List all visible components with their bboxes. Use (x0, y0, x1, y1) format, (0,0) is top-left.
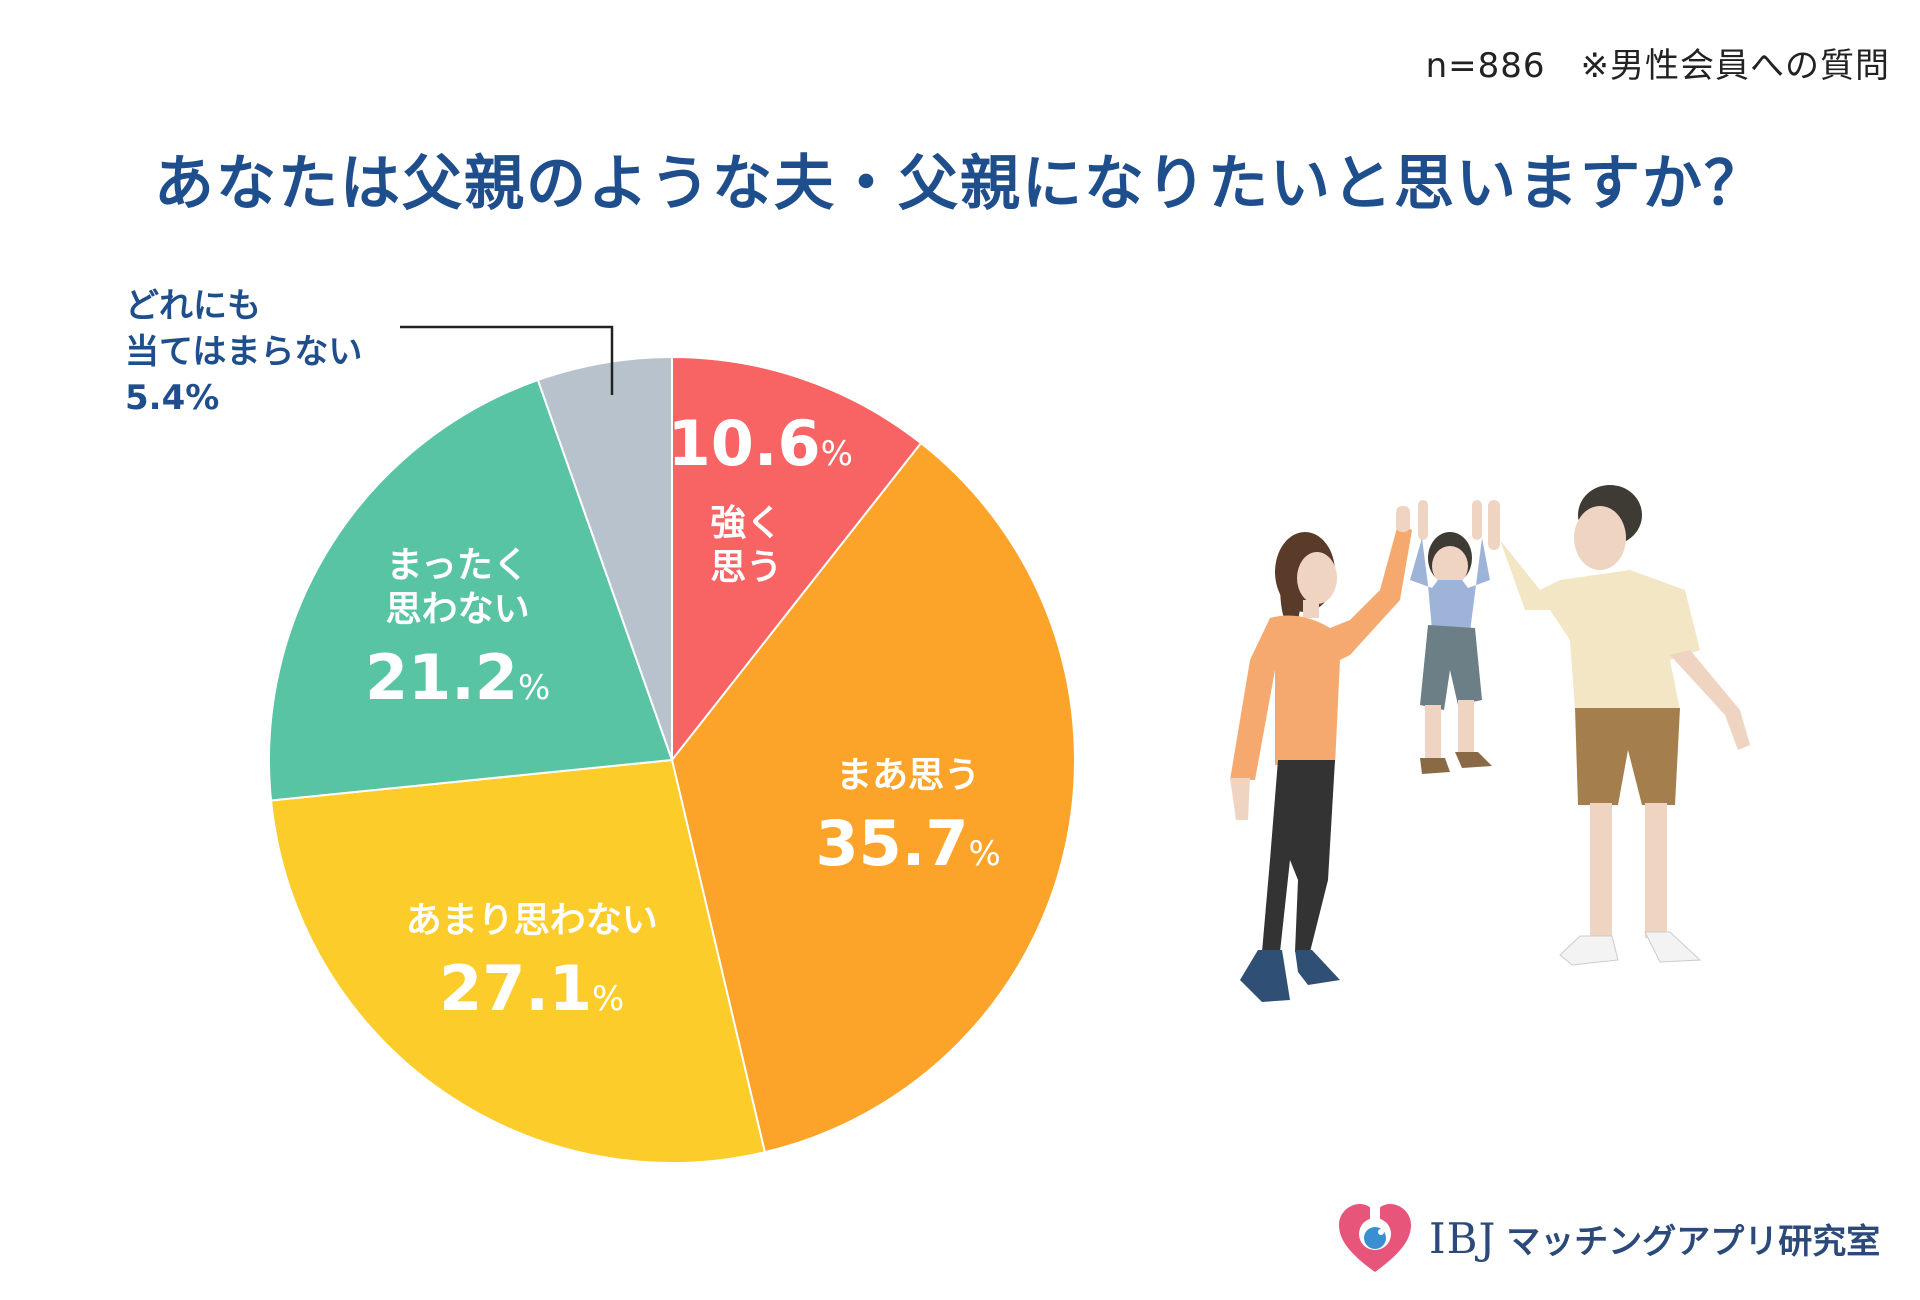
child-figure (1410, 500, 1492, 774)
slice-label-0-line-1: 思う (710, 547, 782, 588)
pie-slice-2 (269, 758, 767, 1164)
father-figure (1488, 485, 1750, 966)
pie-slice-1 (670, 441, 1076, 1154)
heart-flask-icon (1339, 1204, 1411, 1272)
family-swinging-child-icon (1230, 485, 1750, 1002)
slice-label-3-line-1: 思わない (386, 589, 530, 630)
pie-slice-3 (268, 378, 674, 802)
slice-label-0-line-0: 強く (710, 503, 782, 544)
slice-value-1: 35.7% (815, 807, 1000, 880)
slice-label-3-line-0: まったく (386, 545, 529, 586)
leader-line (400, 325, 614, 395)
logo: IBJ マッチングアプリ研究室 (1335, 1198, 1880, 1278)
outside-label-line1: どれにも (125, 286, 261, 326)
logo-brand: IBJ (1429, 1213, 1497, 1263)
mother-figure (1230, 506, 1412, 1002)
outside-label-line2: 当てはまらない (125, 332, 363, 372)
outside-label-value: 5.4% (125, 378, 220, 418)
slice-value-3: 21.2% (365, 641, 550, 714)
slice-value-2: 27.1% (439, 952, 624, 1025)
sample-note: n=886 ※男性会員への質問 (1425, 46, 1890, 86)
chart-title: あなたは父親のような夫・父親になりたいと思いますか？ (154, 149, 1766, 219)
pie-slice-4 (536, 355, 673, 761)
slice-value-0: 10.6% (668, 407, 853, 480)
slice-label-2-line-0: あまり思わない (406, 900, 658, 941)
pie-slice-0 (671, 355, 923, 763)
logo-text: マッチングアプリ研究室 (1506, 1221, 1881, 1262)
slice-label-1-line-0: まあ思う (836, 755, 980, 796)
outside-slice-label: どれにも 当てはまらない 5.4% (125, 283, 362, 421)
